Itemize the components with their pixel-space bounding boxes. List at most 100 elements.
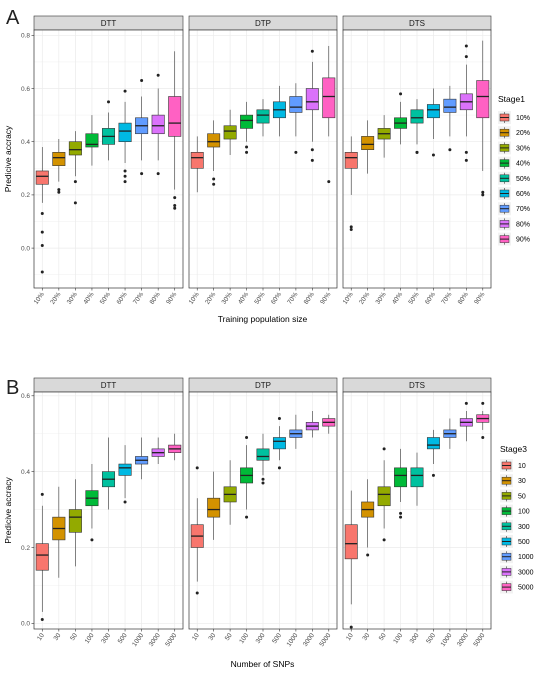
outlier-point [123,89,127,93]
legend-key-3000 [500,565,513,579]
box-dtp-1000 [289,414,303,449]
box-dtp-80% [305,49,319,162]
outlier-point [212,177,216,181]
box-dtp-30 [207,471,221,540]
box-body [240,114,254,129]
outlier-point [40,270,44,274]
legend-key-10% [498,111,511,124]
outlier-point [464,44,468,48]
box-dtt-10 [35,492,49,622]
y-axis-title: Predicive accracy [3,125,13,192]
box-body [305,88,319,111]
box-body [344,524,358,560]
box-dtt-60% [118,89,132,184]
box-dtt-50 [68,479,82,567]
x-tick-label: 40% [391,291,404,306]
legend-key-500 [500,535,513,548]
box-body [426,104,440,119]
legend-key-300 [500,519,513,533]
outlier-point [464,55,468,59]
outlier-point [173,206,177,210]
legend-label: 30% [516,145,530,152]
box-dtt-3000 [151,437,165,465]
legend-title: Stage3 [500,444,527,454]
x-tick-label: 50% [407,291,420,306]
legend-key-50% [498,171,511,185]
box-body [223,125,237,140]
x-tick-label: 20% [204,291,217,306]
x-tick-label: 70% [132,291,145,306]
box-dtt-300 [101,437,116,510]
x-tick-label: 50% [253,291,266,306]
x-tick-label: 10% [188,291,201,306]
legend-key-30% [498,141,511,155]
box-dtt-1000 [135,437,149,480]
legend-label: 90% [516,237,530,244]
x-tick-label: 60% [424,291,437,306]
x-tick-label: 90% [165,291,178,306]
box-dtp-10% [190,136,204,193]
outlier-point [140,172,144,176]
facet-strip-label: DTP [255,19,271,28]
outlier-point [40,243,44,247]
box-dts-70% [443,85,457,152]
legend-label: 20% [516,130,530,137]
box-body [272,437,286,450]
box-body [410,467,424,488]
outlier-point [382,447,386,451]
outlier-point [310,158,314,162]
legend-label: 5000 [518,585,534,592]
box-dtt-30% [68,131,82,205]
x-tick-label: 60% [115,291,128,306]
x-tick-label: 30% [221,291,234,306]
outlier-point [156,73,160,77]
y-tick-label: 0.2 [21,545,30,552]
legend-key-50 [500,489,513,503]
x-tick-label: 30% [66,291,79,306]
box-body [377,486,391,507]
x-tick-label: 70% [286,291,299,306]
x-tick-label: 80% [149,291,162,306]
outlier-point [57,190,61,194]
outlier-point [366,553,370,557]
legend-label: 70% [516,206,530,213]
box-body [256,109,270,124]
legend-label: 100 [518,509,530,516]
box-dts-1000 [443,418,457,449]
box-dtp-3000 [305,410,319,438]
box-body [207,133,221,148]
outlier-point [195,466,199,470]
legend: Stage3 10 30 50 100 300 500 1000 3000 5000 [500,444,534,594]
box-dts-500 [426,429,440,477]
outlier-point [310,49,314,53]
x-tick-label: 5000 [164,632,178,648]
box-dts-300 [410,452,424,506]
box-dtp-30% [223,109,237,156]
box-body [394,467,408,488]
outlier-point [245,515,249,519]
x-tick-label: 3000 [148,632,162,648]
x-tick-label: 80% [457,291,470,306]
box-body [35,170,49,185]
x-tick-label: 10 [36,632,46,642]
box-body [35,543,49,571]
outlier-point [399,515,403,519]
facet-strip-label: DTS [409,19,425,28]
box-body [168,96,182,137]
panel-label: A [6,7,20,29]
facet-dts: DTS 10 30 50 100 300 500 1000 3000 5000 [342,377,492,648]
x-tick-label: 10% [342,291,355,306]
outlier-point [245,436,249,440]
box-body [207,497,221,518]
box-dtp-300 [256,433,270,485]
outlier-point [481,193,485,197]
y-tick-label: 0.8 [21,33,30,40]
outlier-point [73,201,77,205]
legend-label: 3000 [518,569,534,576]
box-dts-50 [377,447,391,542]
facet-dtt: DTT 10% 20% 30% 40% 50% 60% 70% 80% 90% [33,15,184,306]
outlier-point [481,401,485,405]
box-dts-30% [377,115,391,158]
facet-dtp: DTP 10% 20% 30% 40% 50% 60% 70% 80% 90% [188,15,338,306]
box-dtp-50 [223,460,237,525]
